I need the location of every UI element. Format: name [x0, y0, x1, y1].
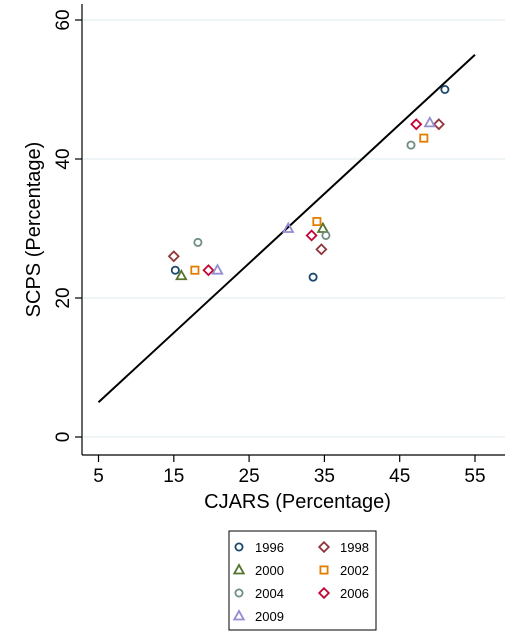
- x-axis-title: CJARS (Percentage): [204, 491, 391, 513]
- legend-label-2000: 2000: [255, 563, 284, 578]
- axes: 5 15 25 35 45 55 0 20 40 60: [53, 4, 505, 487]
- legend-label-2009: 2009: [255, 609, 284, 624]
- legend-label-2002: 2002: [340, 563, 369, 578]
- legend-marker-2006: [317, 586, 331, 600]
- legend-marker-1998: [317, 540, 331, 554]
- x-tick-label: 15: [163, 466, 184, 487]
- data-point-2009: [281, 221, 295, 233]
- data-point-2002: [190, 265, 200, 275]
- legend-label-1996: 1996: [255, 540, 284, 555]
- legend-marker-1996: [234, 542, 244, 552]
- data-point-2004: [193, 237, 203, 247]
- data-point-2004: [321, 230, 331, 240]
- grid-lines: [83, 19, 505, 438]
- y-tick-label: 60: [53, 9, 74, 30]
- data-point-2009: [423, 116, 437, 128]
- data-point-2004: [406, 140, 416, 150]
- data-point-2000: [316, 221, 330, 233]
- x-tick-label: 5: [93, 466, 104, 487]
- data-point-1996: [440, 85, 450, 95]
- data-point-1996: [308, 272, 318, 282]
- data-point-2006: [202, 264, 215, 277]
- legend: 1996 1998 2000 2002 2004 2006 2009: [228, 530, 377, 631]
- x-tick-label: 55: [464, 466, 485, 487]
- data-point-2002: [419, 133, 429, 143]
- data-point-1996: [170, 265, 180, 275]
- data-point-2000: [175, 268, 188, 281]
- legend-marker-2000: [232, 563, 246, 575]
- legend-label-2006: 2006: [340, 586, 369, 601]
- y-axis-title: SCPS (Percentage): [23, 142, 45, 318]
- data-point-2006: [305, 229, 318, 242]
- y-tick-label: 20: [53, 287, 74, 308]
- legend-marker-2004: [234, 588, 244, 598]
- data-points: [167, 85, 450, 282]
- x-tick-label: 25: [239, 466, 260, 487]
- data-point-1998: [167, 250, 180, 263]
- y-tick-label: 40: [53, 148, 74, 169]
- x-tick-label: 35: [314, 466, 335, 487]
- data-point-2009: [211, 263, 224, 275]
- x-tick-label: 45: [389, 466, 410, 487]
- data-point-2002: [312, 217, 322, 227]
- diagonal-line: [97, 54, 476, 403]
- reference-line: [97, 54, 476, 403]
- y-tick-label: 0: [53, 432, 74, 443]
- legend-marker-2002: [319, 565, 329, 575]
- data-point-1998: [432, 118, 445, 131]
- data-point-2006: [410, 118, 423, 131]
- legend-label-2004: 2004: [255, 586, 284, 601]
- data-point-1998: [315, 243, 328, 256]
- legend-box: [228, 530, 377, 631]
- legend-marker-2009: [232, 609, 246, 621]
- legend-label-1998: 1998: [340, 540, 369, 555]
